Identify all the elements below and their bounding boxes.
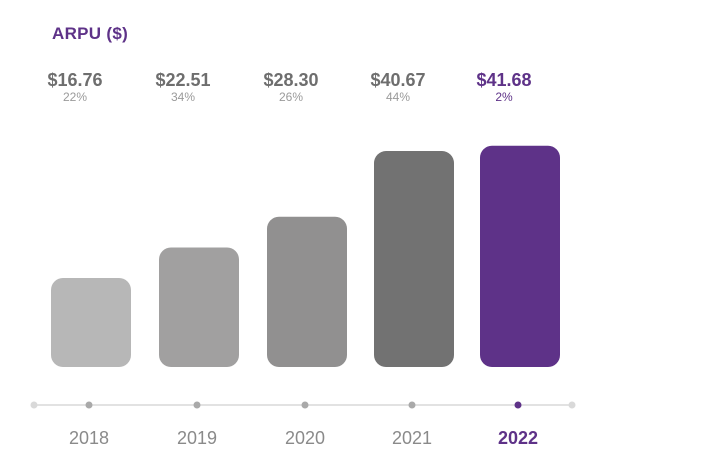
value-label-2022: $41.68: [476, 70, 531, 90]
bar-2022: [480, 145, 560, 367]
value-label-2019: $22.51: [155, 70, 210, 90]
bar-2021: [374, 151, 454, 367]
growth-label-2021: 44%: [386, 90, 410, 104]
timeline-end-dot: [568, 401, 576, 409]
timeline-dot-2021: [408, 401, 416, 409]
year-label-2021: 2021: [392, 428, 432, 448]
growth-label-2022: 2%: [495, 90, 513, 104]
value-label-2020: $28.30: [263, 70, 318, 90]
year-label-2022: 2022: [498, 428, 538, 448]
timeline-dot-2020: [301, 401, 309, 409]
chart-title: ARPU ($): [52, 24, 129, 43]
timeline-dot-2022: [514, 401, 522, 409]
growth-label-2018: 22%: [63, 90, 87, 104]
value-label-2018: $16.76: [47, 70, 102, 90]
timeline-start-dot: [30, 401, 38, 409]
timeline-dot-2019: [193, 401, 201, 409]
timeline-dot-2018: [85, 401, 93, 409]
year-label-2018: 2018: [69, 428, 109, 448]
bar-2020: [267, 216, 347, 367]
bar-2018: [51, 278, 131, 367]
year-label-2020: 2020: [285, 428, 325, 448]
growth-label-2019: 34%: [171, 90, 195, 104]
bar-2019: [159, 247, 239, 367]
growth-label-2020: 26%: [279, 90, 303, 104]
value-label-2021: $40.67: [370, 70, 425, 90]
year-label-2019: 2019: [177, 428, 217, 448]
